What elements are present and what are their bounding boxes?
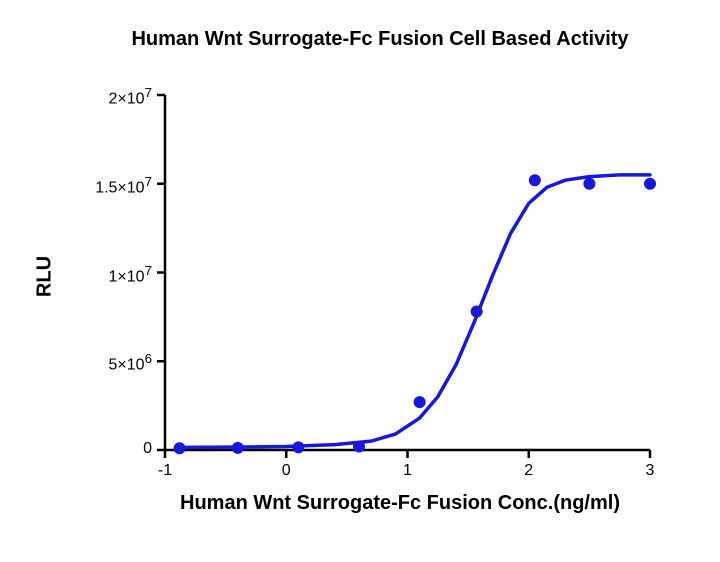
y-tick-label: 5×106	[70, 351, 152, 374]
x-tick-label: -1	[140, 462, 190, 480]
x-tick-label: 3	[625, 462, 675, 480]
y-tick-label: 1.5×107	[70, 174, 152, 197]
x-tick-label: 0	[261, 462, 311, 480]
chart-container: Human Wnt Surrogate-Fc Fusion Cell Based…	[0, 0, 720, 562]
y-tick-label: 0	[70, 440, 152, 458]
x-tick-label: 2	[504, 462, 554, 480]
y-tick-label: 1×107	[70, 263, 152, 286]
x-tick-label: 1	[383, 462, 433, 480]
y-tick-label: 2×107	[70, 85, 152, 108]
